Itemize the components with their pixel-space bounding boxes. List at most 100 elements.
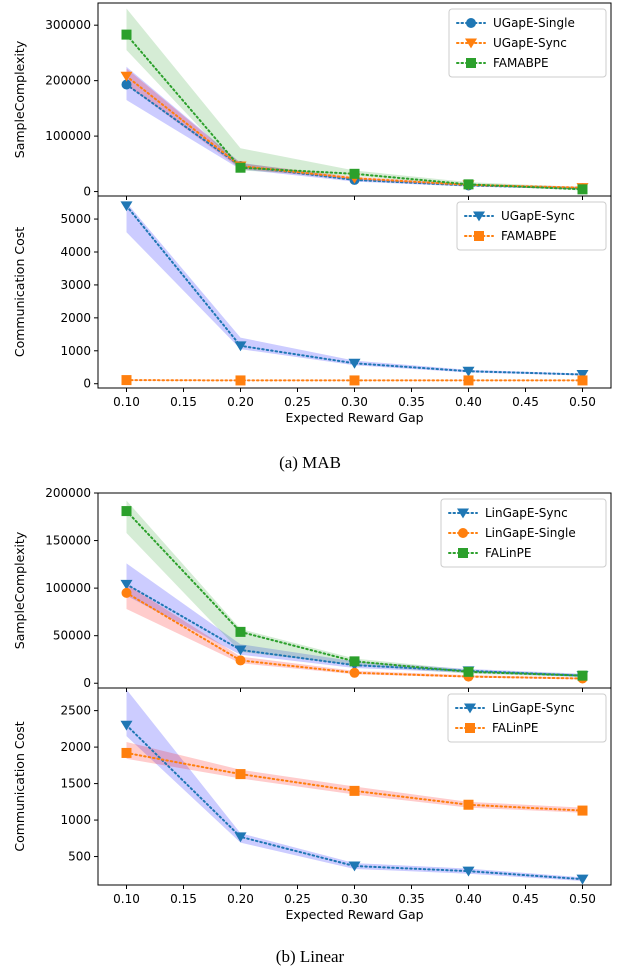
legend-marker-falinpe [465,723,475,733]
mab-communication-cost-chart: 0 1000 2000 3000 4000 5000 0.10 0.15 0.20 0.25 0.3… [12,195,612,425]
point-falinpe-3 [463,666,474,677]
x-axis-label: Expected Reward Gap [285,410,423,425]
legend-marker-famabpe [466,58,476,68]
legend-label-famabpe: FAMABPE [501,229,557,243]
legend-label-famabpe: FAMABPE [493,56,549,70]
legend-box [440,498,607,568]
legend-label-lingape-sync: LinGapE-Sync [485,506,568,520]
legend-label-falinpe: FALinPE [485,546,531,560]
point-ugape-sync-0 [120,71,133,82]
y-tick-label: 500 [68,850,91,864]
y-axis-label: Communication Cost [12,227,27,357]
point-lingape-single-1 [235,655,246,666]
point-falinpe-1 [235,769,246,780]
x-tick-label: 0.45 [512,395,539,409]
point-falinpe-0 [121,747,132,758]
plot-area [120,8,589,195]
x-tick-label: 0.25 [284,395,311,409]
point-ugape-sync-4 [576,369,589,380]
point-lingape-sync-1 [234,832,247,843]
legend-label-lingape-sync: LinGapE-Sync [492,701,575,715]
point-lingape-sync-3 [462,866,475,877]
point-falinpe-1 [235,626,246,637]
plot-area [120,500,589,684]
legend-box [456,201,607,251]
point-famabpe-0 [121,29,132,40]
x-tick-label: 0.50 [569,395,596,409]
point-ugape-sync-1 [234,341,247,352]
legend-label-falinpe: FALinPE [492,721,538,735]
y-tick-label: 200000 [45,486,91,500]
y-tick-label: 50000 [53,629,91,643]
y-tick-label: 100000 [45,129,91,143]
point-ugape-sync-3 [462,366,475,377]
y-tick-label: 0 [83,377,91,391]
y-tick-label: 3000 [60,278,91,292]
point-falinpe-2 [349,656,360,667]
point-falinpe-3 [463,799,474,810]
legend-label-ugape-single: UGapE-Single [493,16,575,30]
x-axis-label: Expected Reward Gap [285,907,423,922]
x-tick-label: 0.45 [512,892,539,906]
x-tick-label: 0.15 [170,892,197,906]
x-tick-label: 0.35 [398,395,425,409]
legend-marker-lingape-sync [457,508,469,519]
x-tick-label: 0.15 [170,395,197,409]
y-tick-label: 2000 [60,311,91,325]
x-tick-label: 0.40 [455,395,482,409]
legend-box [448,8,607,78]
point-ugape-sync-2 [348,358,361,369]
point-lingape-single-2 [349,667,360,678]
legend-label-ugape-sync: UGapE-Sync [501,209,575,223]
point-falinpe-2 [349,785,360,796]
point-falinpe-0 [121,506,132,517]
point-famabpe-3 [463,375,474,386]
legend-box [447,693,607,743]
x-tick-label: 0.30 [341,395,368,409]
plot-area [120,201,589,386]
caption-mab: (a) MAB [279,453,341,472]
y-tick-label: 4000 [60,245,91,259]
legend-marker-falinpe [458,548,468,558]
x-tick-label: 0.10 [113,395,140,409]
mab-sample-complexity-chart: 0 100000 200000 300000 SampleComplexity UGapE… [12,2,612,200]
legend-marker-ugape-sync [465,38,477,49]
x-tick-label: 0.25 [284,892,311,906]
point-famabpe-2 [349,168,360,179]
point-lingape-sync-2 [348,861,361,872]
linear-communication-cost-chart: 500 1000 1500 2000 2500 0.10 0.15 0.20 0.25 0.30 0… [12,687,612,922]
legend-marker-ugape-single [466,18,476,28]
point-famabpe-3 [463,179,474,190]
linear-sample-complexity-chart: 0 50000 100000 150000 200000 SampleComplexity… [12,486,612,692]
legend-label-lingape-single: LinGapE-Single [485,526,576,540]
y-tick-label: 300000 [45,18,91,32]
series-line-ugape-sync [125,75,584,189]
y-tick-label: 1000 [60,813,91,827]
x-tick-label: 0.40 [455,892,482,906]
x-tick-label: 0.20 [227,395,254,409]
point-falinpe-4 [577,805,588,816]
legend-marker-ugape-sync [473,211,485,222]
y-tick-label: 1500 [60,777,91,791]
y-tick-label: 100000 [45,581,91,595]
point-lingape-sync-4 [576,874,589,885]
plot-area [120,689,589,885]
y-tick-label: 5000 [60,212,91,226]
y-tick-label: 150000 [45,534,91,548]
point-famabpe-2 [349,375,360,386]
point-famabpe-0 [121,375,132,386]
caption-linear: (b) Linear [276,947,345,966]
x-tick-label: 0.20 [227,892,254,906]
point-lingape-sync-0 [120,720,133,731]
point-lingape-single-0 [121,587,132,598]
x-tick-label: 0.35 [398,892,425,906]
band-falinpe [126,741,583,813]
y-tick-label: 0 [83,676,91,690]
x-tick-label: 0.10 [113,892,140,906]
x-tick-label: 0.30 [341,892,368,906]
point-falinpe-4 [577,670,588,681]
point-famabpe-4 [577,184,588,195]
point-ugape-single-0 [121,79,132,90]
y-tick-label: 200000 [45,74,91,88]
point-famabpe-4 [577,375,588,386]
